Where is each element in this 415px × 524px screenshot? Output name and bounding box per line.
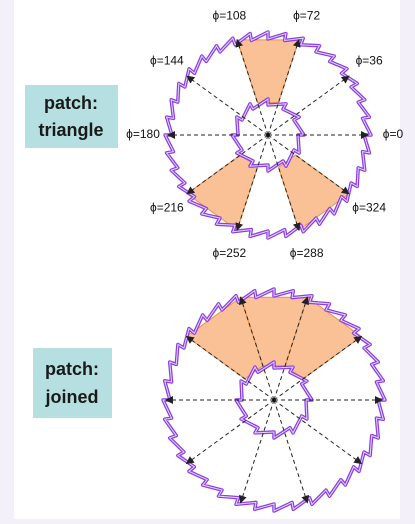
spoke <box>273 399 310 504</box>
spoke <box>185 335 275 401</box>
label-line: joined <box>45 387 99 407</box>
spoke <box>273 335 363 401</box>
spoke <box>186 134 269 195</box>
spoke <box>238 399 275 504</box>
ring-inner <box>231 98 305 172</box>
label-box-bg <box>25 85 118 148</box>
angle-label: ϕ=0 <box>383 127 404 141</box>
spoke <box>185 399 275 465</box>
label-box: patch: joined <box>33 348 112 418</box>
spoke <box>267 75 350 136</box>
diagram-top: ϕ=0 ϕ=36 ϕ=72 ϕ=108 ϕ=144 ϕ=180 ϕ=216 ϕ=252 ϕ=28… <box>126 8 403 260</box>
label-line: patch: <box>44 93 98 113</box>
angle-label: ϕ=108 <box>212 8 246 22</box>
spoke <box>238 296 275 401</box>
spoke <box>235 38 269 136</box>
angle-label: ϕ=288 <box>290 246 324 260</box>
panel-bg <box>14 0 400 519</box>
label-box-bg <box>33 348 112 418</box>
spoke <box>235 134 269 232</box>
spoke <box>267 134 301 232</box>
label-box: patch: triangle <box>25 85 118 148</box>
angle-label: ϕ=216 <box>150 201 184 215</box>
angle-label: ϕ=252 <box>212 246 246 260</box>
spoke <box>267 134 350 195</box>
spoke <box>186 75 269 136</box>
label-line: triangle <box>38 120 103 140</box>
diagram-bottom <box>161 287 387 513</box>
center-dot <box>266 133 270 137</box>
angle-label: ϕ=324 <box>352 201 386 215</box>
center-dot <box>272 398 276 402</box>
angle-label: ϕ=36 <box>356 54 383 68</box>
spoke <box>273 399 363 465</box>
angle-label: ϕ=180 <box>126 127 160 141</box>
label-line: patch: <box>45 359 99 379</box>
spoke <box>267 38 301 136</box>
spoke <box>273 296 310 401</box>
angle-label: ϕ=72 <box>293 8 320 22</box>
angle-label: ϕ=144 <box>150 54 184 68</box>
